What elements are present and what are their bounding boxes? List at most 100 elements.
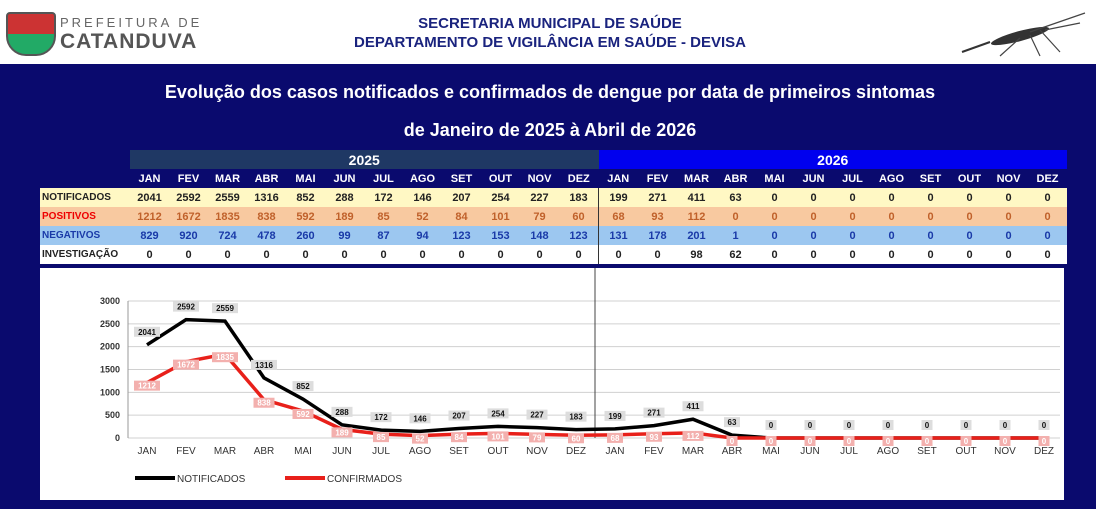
data-label-bg (568, 433, 584, 444)
logo: PREFEITURA DE CATANDUVA (6, 12, 202, 56)
cell: 0 (208, 245, 247, 264)
data-label: 189 (335, 428, 349, 437)
data-label-bg (882, 436, 894, 446)
data-label: 227 (530, 411, 544, 420)
x-tick-label: MAI (294, 446, 312, 457)
data-label-bg (1038, 420, 1050, 430)
cell: 85 (364, 207, 403, 226)
data-label-bg (331, 427, 353, 438)
cell: 227 (520, 188, 559, 207)
page-header: PREFEITURA DE CATANDUVA SECRETARIA MUNIC… (0, 0, 1100, 62)
data-label-bg (529, 432, 545, 443)
cell: 0 (911, 226, 950, 245)
month-header: ABR (723, 172, 748, 185)
cell: 131 (598, 226, 638, 245)
chart-area: 0 500 1000 1500 2000 2500 3000 JAN FEV MAR ABR MAI J… (40, 268, 1064, 500)
month-header: MAR (683, 172, 710, 185)
header-title: SECRETARIA MUNICIPAL DE SAÚDE DEPARTAMEN… (0, 14, 1100, 52)
data-label-bg (804, 436, 816, 446)
row-label: NEGATIVOS (40, 226, 130, 245)
data-label-bg (1038, 436, 1050, 446)
x-tick-label: OUT (487, 446, 508, 457)
cell: 411 (677, 188, 716, 207)
data-label: 254 (491, 409, 505, 418)
data-label: 60 (572, 434, 581, 443)
y-tick-label: 0 (115, 433, 120, 443)
x-tick-label: JUL (372, 446, 390, 457)
data-label: 592 (296, 410, 310, 419)
cell: 0 (911, 188, 950, 207)
month-header: OUT (957, 172, 982, 185)
month-header: OUT (488, 172, 513, 185)
x-tick-label: JUN (800, 446, 819, 457)
cell: 829 (130, 226, 169, 245)
data-label-bg (448, 410, 470, 421)
cell: 60 (559, 207, 599, 226)
cell: 724 (208, 226, 247, 245)
data-label: 52 (416, 435, 425, 444)
month-header: DEZ (567, 172, 590, 185)
data-label-bg (843, 420, 855, 430)
x-tick-label: OUT (955, 446, 976, 457)
year-2026: 2026 (598, 150, 1067, 169)
coat-of-arms-icon (6, 12, 56, 56)
cell: 52 (403, 207, 442, 226)
x-tick-label: ABR (254, 446, 275, 457)
cell: 0 (833, 245, 872, 264)
data-label-bg (292, 408, 314, 419)
data-label: 411 (687, 402, 700, 411)
data-label-bg (921, 420, 933, 430)
data-label-bg (843, 436, 855, 446)
cell: 172 (364, 188, 403, 207)
cell: 0 (247, 245, 286, 264)
data-label: 85 (377, 433, 386, 442)
month-header: ABR (254, 172, 279, 185)
month-header: SET (919, 172, 942, 185)
data-label-bg (526, 409, 548, 420)
data-label-bg (370, 412, 392, 423)
data-label: 93 (650, 433, 659, 442)
cell: 254 (481, 188, 520, 207)
cell: 838 (247, 207, 286, 226)
month-header: FEV (177, 172, 200, 185)
data-label: 0 (730, 437, 735, 446)
cell: 62 (716, 245, 755, 264)
x-tick-label: FEV (644, 446, 664, 457)
data-label: 2041 (138, 328, 156, 337)
data-label-bg (765, 420, 777, 430)
cell: 0 (1028, 188, 1067, 207)
x-tick-label: JUL (840, 446, 858, 457)
data-label: 2559 (216, 304, 234, 313)
cell: 79 (520, 207, 559, 226)
data-label-bg (726, 436, 738, 446)
data-label: 288 (335, 408, 349, 417)
data-label: 0 (847, 421, 852, 430)
cell: 199 (598, 188, 638, 207)
cell: 93 (638, 207, 677, 226)
x-tick-label: DEZ (1034, 446, 1054, 457)
x-tick-label: JUN (332, 446, 351, 457)
cell: 0 (872, 188, 911, 207)
cell: 260 (286, 226, 325, 245)
data-label-bg (212, 352, 238, 363)
cell: 0 (755, 226, 794, 245)
data-label: 2592 (177, 303, 195, 312)
data-label-bg (134, 326, 160, 337)
month-header: JUL (842, 172, 863, 185)
data-label-bg (331, 406, 353, 417)
data-label: 0 (769, 437, 774, 446)
month-header: DEZ (1036, 172, 1059, 185)
panel-title: Evolução dos casos notificados e confirm… (164, 82, 936, 102)
data-label-bg (643, 407, 665, 418)
data-label: 199 (608, 412, 622, 421)
data-label: 0 (808, 421, 813, 430)
data-label: 0 (769, 421, 774, 430)
month-header: SET (450, 172, 473, 185)
cell: 288 (325, 188, 364, 207)
data-label-bg (487, 431, 509, 442)
data-label: 63 (728, 418, 737, 427)
cell: 1835 (208, 207, 247, 226)
row-label: NOTIFICADOS (40, 188, 130, 207)
data-label: 112 (687, 432, 700, 441)
cell: 0 (989, 207, 1028, 226)
